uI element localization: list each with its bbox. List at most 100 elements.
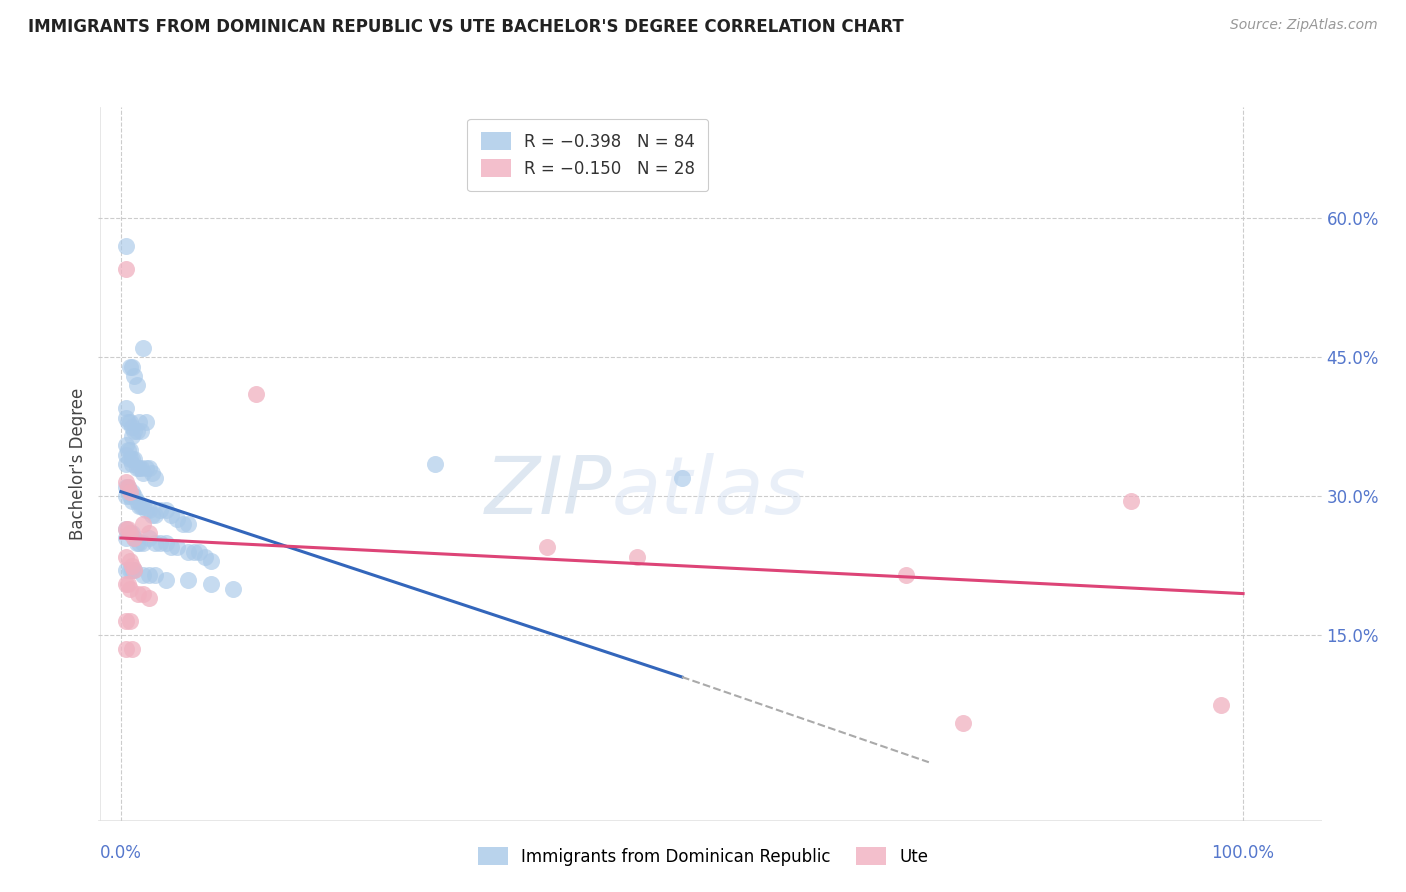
Point <box>128 461 150 475</box>
Point <box>121 558 143 573</box>
Point <box>125 461 148 475</box>
Point <box>143 471 166 485</box>
Point <box>115 438 138 452</box>
Point <box>135 415 157 429</box>
Point <box>132 499 155 513</box>
Point <box>423 457 446 471</box>
Point <box>115 489 138 503</box>
Legend: Immigrants from Dominican Republic, Ute: Immigrants from Dominican Republic, Ute <box>464 834 942 880</box>
Point <box>118 526 141 541</box>
Point <box>121 526 143 541</box>
Point <box>138 568 160 582</box>
Point <box>200 577 222 591</box>
Point <box>115 531 138 545</box>
Point <box>166 541 188 555</box>
Point <box>124 489 146 503</box>
Point <box>143 535 166 549</box>
Point <box>115 457 138 471</box>
Point <box>115 522 138 536</box>
Point <box>118 582 141 596</box>
Point <box>183 545 205 559</box>
Point <box>129 425 152 439</box>
Point <box>121 642 143 657</box>
Text: atlas: atlas <box>612 453 807 532</box>
Text: 0.0%: 0.0% <box>100 844 142 862</box>
Point <box>177 545 200 559</box>
Point <box>115 577 138 591</box>
Point <box>117 577 139 591</box>
Point <box>118 484 141 499</box>
Point <box>118 452 141 467</box>
Point <box>117 442 139 457</box>
Legend: R = −0.398   N = 84, R = −0.150   N = 28: R = −0.398 N = 84, R = −0.150 N = 28 <box>467 119 709 191</box>
Point <box>115 448 138 462</box>
Point <box>115 563 138 577</box>
Point <box>132 517 155 532</box>
Point <box>117 522 139 536</box>
Point <box>132 535 155 549</box>
Point <box>115 239 138 253</box>
Point <box>115 475 138 490</box>
Point <box>160 541 183 555</box>
Point <box>671 471 693 485</box>
Point <box>124 368 146 383</box>
Point <box>124 531 146 545</box>
Point <box>121 429 143 443</box>
Point <box>115 410 138 425</box>
Point <box>118 526 141 541</box>
Point <box>121 563 143 577</box>
Point <box>115 262 138 277</box>
Point <box>115 549 138 564</box>
Point <box>626 549 648 564</box>
Point <box>118 442 141 457</box>
Point <box>121 419 143 434</box>
Point <box>132 586 155 600</box>
Point <box>121 457 143 471</box>
Point <box>177 573 200 587</box>
Point <box>1209 698 1232 712</box>
Point <box>128 535 150 549</box>
Point <box>117 480 139 494</box>
Point <box>138 526 160 541</box>
Point <box>222 582 245 596</box>
Point <box>129 461 152 475</box>
Y-axis label: Bachelor's Degree: Bachelor's Degree <box>69 388 87 540</box>
Point <box>118 563 141 577</box>
Point <box>124 425 146 439</box>
Point <box>188 545 211 559</box>
Point <box>138 591 160 606</box>
Text: 100.0%: 100.0% <box>1212 844 1275 862</box>
Point <box>124 531 146 545</box>
Point <box>124 452 146 467</box>
Text: IMMIGRANTS FROM DOMINICAN REPUBLIC VS UTE BACHELOR'S DEGREE CORRELATION CHART: IMMIGRANTS FROM DOMINICAN REPUBLIC VS UT… <box>28 18 904 36</box>
Point <box>952 716 974 731</box>
Point <box>124 563 146 577</box>
Point <box>141 508 163 522</box>
Point <box>177 517 200 532</box>
Point <box>155 573 177 587</box>
Point <box>141 466 163 480</box>
Point <box>155 503 177 517</box>
Point <box>125 494 148 508</box>
Point <box>166 512 188 526</box>
Point <box>132 341 155 355</box>
Point <box>115 642 138 657</box>
Point <box>115 615 138 629</box>
Point <box>118 359 141 374</box>
Point <box>118 615 141 629</box>
Point <box>172 517 194 532</box>
Point <box>138 531 160 545</box>
Point <box>115 401 138 416</box>
Point <box>160 508 183 522</box>
Point <box>121 494 143 508</box>
Point <box>121 484 143 499</box>
Point <box>200 554 222 568</box>
Point <box>138 461 160 475</box>
Point <box>127 586 149 600</box>
Point <box>121 452 143 467</box>
Point <box>143 508 166 522</box>
Point <box>118 489 141 503</box>
Point <box>135 503 157 517</box>
Point <box>132 568 155 582</box>
Point <box>194 549 217 564</box>
